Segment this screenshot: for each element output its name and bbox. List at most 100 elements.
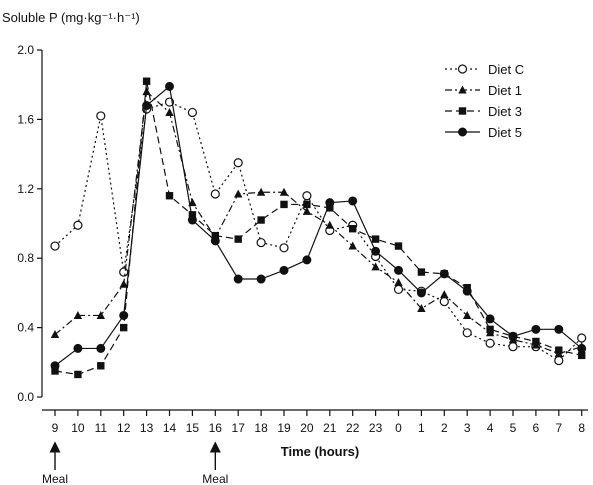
data-point-diet-c — [302, 191, 312, 201]
data-point-diet-1 — [142, 87, 151, 96]
y-tick-label: 1.6 — [17, 112, 34, 126]
x-tick-label: 10 — [71, 421, 85, 435]
x-tick-label: 11 — [95, 421, 108, 435]
data-point-diet-3 — [326, 204, 334, 212]
legend-entry-diet-c: Diet C — [445, 62, 524, 77]
meal-annotation: Meal — [202, 441, 228, 485]
x-tick-label: 22 — [346, 421, 360, 435]
data-point-diet-c — [439, 296, 449, 307]
data-point-diet-3 — [165, 192, 174, 200]
data-point-diet-c — [554, 355, 564, 366]
data-point-diet-5 — [439, 269, 449, 279]
data-point-diet-5 — [371, 246, 381, 256]
data-point-diet-5 — [348, 196, 358, 206]
plot-area: 0.00.40.81.21.62.09 10 11 12 13 14 15 16 17 18 19 2… — [17, 43, 588, 435]
series-diet-1 — [50, 87, 586, 358]
data-point-diet-5 — [73, 343, 83, 353]
data-point-diet-1 — [96, 310, 105, 319]
data-point-diet-5 — [325, 198, 335, 208]
legend-marker-diet-3 — [458, 107, 467, 115]
data-point-diet-1 — [371, 262, 380, 271]
data-point-diet-3 — [142, 77, 151, 85]
legend-label-diet-1: Diet 1 — [488, 83, 522, 98]
data-point-diet-5 — [233, 274, 243, 284]
data-point-diet-5 — [531, 324, 541, 334]
x-tick-label: 17 — [232, 421, 246, 435]
legend-marker-diet-5 — [458, 127, 467, 137]
data-point-diet-c — [577, 333, 587, 343]
x-tick-label: 14 — [163, 421, 177, 435]
x-axis-label: Time (hours) — [281, 444, 360, 459]
data-point-diet-c — [187, 107, 197, 118]
data-point-diet-5 — [462, 286, 472, 296]
data-point-diet-c — [210, 189, 220, 199]
data-point-diet-3 — [51, 367, 59, 375]
x-tick-label: 5 — [510, 421, 517, 435]
legend-entry-diet-3: Diet 3 — [445, 104, 522, 119]
x-tick-label: 4 — [487, 421, 494, 435]
x-tick-label: 21 — [323, 421, 337, 435]
data-point-diet-c — [393, 284, 404, 295]
data-point-diet-3 — [120, 323, 128, 332]
x-tick-label: 9 — [52, 421, 59, 435]
data-point-diet-1 — [417, 304, 426, 313]
data-point-diet-5 — [142, 101, 152, 111]
data-point-diet-5 — [577, 343, 587, 353]
data-point-diet-5 — [508, 331, 518, 341]
data-point-diet-1 — [463, 310, 472, 319]
data-point-diet-3 — [394, 242, 403, 250]
data-point-diet-1 — [440, 290, 449, 299]
x-tick-label: 7 — [555, 421, 562, 435]
x-tick-label: 23 — [369, 421, 383, 435]
data-point-diet-5 — [119, 310, 129, 320]
data-point-diet-3 — [486, 325, 494, 334]
data-point-diet-3 — [371, 235, 380, 243]
data-point-diet-3 — [257, 216, 265, 224]
data-point-diet-c — [279, 243, 289, 253]
series-layer — [50, 77, 587, 379]
data-point-diet-3 — [234, 235, 242, 243]
data-point-diet-c — [73, 220, 83, 230]
meal-label: Meal — [42, 472, 68, 485]
data-point-diet-1 — [234, 189, 243, 198]
legend-marker-diet-c — [457, 64, 468, 74]
data-point-diet-c — [508, 342, 518, 352]
data-point-diet-3 — [417, 268, 426, 276]
x-tick-label: 13 — [140, 421, 154, 435]
data-point-diet-5 — [279, 265, 289, 275]
legend-label-diet-c: Diet C — [488, 62, 524, 77]
meal-label: Meal — [202, 472, 228, 485]
data-point-diet-3 — [97, 362, 105, 370]
x-tick-label: 12 — [117, 421, 131, 435]
data-point-diet-3 — [211, 231, 219, 240]
x-tick-label: 1 — [418, 421, 425, 435]
data-point-diet-1 — [256, 187, 266, 196]
data-point-diet-1 — [73, 310, 83, 319]
series-diet-3 — [51, 77, 586, 379]
data-point-diet-1 — [119, 279, 128, 288]
data-point-diet-5 — [485, 314, 495, 324]
data-point-diet-c — [96, 111, 106, 121]
data-point-diet-3 — [188, 211, 197, 219]
data-point-diet-3 — [532, 337, 540, 346]
data-point-diet-5 — [302, 255, 312, 265]
y-tick-label: 2.0 — [17, 43, 34, 57]
data-point-diet-3 — [280, 200, 288, 209]
data-point-diet-c — [50, 241, 60, 251]
y-tick-label: 0.0 — [17, 390, 34, 404]
data-point-diet-1 — [50, 330, 60, 339]
data-point-diet-5 — [165, 81, 174, 91]
x-tick-label: 6 — [533, 421, 540, 435]
data-point-diet-c — [462, 328, 472, 338]
y-tick-label: 1.2 — [17, 182, 34, 196]
data-point-diet-5 — [210, 236, 220, 246]
legend-marker-diet-1 — [458, 85, 467, 94]
data-point-diet-5 — [394, 265, 403, 275]
data-point-diet-1 — [302, 206, 312, 215]
x-tick-label: 15 — [186, 421, 200, 435]
series-diet-5 — [50, 81, 587, 371]
data-point-diet-3 — [555, 346, 563, 354]
legend-entry-diet-1: Diet 1 — [445, 83, 522, 98]
x-tick-label: 3 — [464, 421, 471, 435]
series-line-diet-1 — [54, 90, 582, 355]
